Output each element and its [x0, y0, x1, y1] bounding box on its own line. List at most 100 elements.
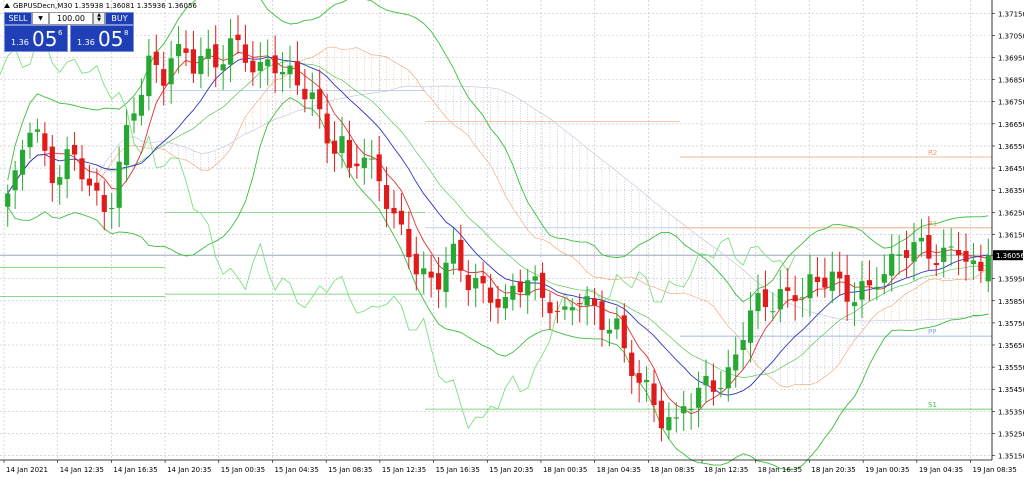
buy-button[interactable]: BUY	[105, 12, 134, 25]
candle[interactable]	[874, 267, 880, 301]
candles[interactable]	[5, 15, 991, 442]
candle[interactable]	[762, 270, 769, 322]
candle[interactable]	[227, 18, 234, 83]
candle[interactable]	[421, 251, 427, 294]
candle[interactable]	[480, 262, 486, 304]
candle[interactable]	[250, 41, 256, 86]
candle[interactable]	[161, 51, 167, 106]
candle[interactable]	[458, 224, 464, 283]
candle[interactable]	[12, 161, 18, 210]
candle[interactable]	[502, 284, 509, 321]
candle[interactable]	[27, 122, 33, 159]
candle[interactable]	[532, 265, 538, 301]
candle[interactable]	[539, 262, 546, 317]
candle[interactable]	[5, 184, 11, 227]
candle[interactable]	[168, 40, 174, 104]
candle[interactable]	[242, 24, 249, 72]
candle[interactable]	[822, 257, 828, 298]
candle[interactable]	[34, 118, 41, 143]
candle[interactable]	[948, 228, 954, 267]
candle[interactable]	[473, 263, 479, 308]
candle[interactable]	[636, 359, 642, 403]
candle[interactable]	[361, 138, 367, 185]
candle[interactable]	[666, 402, 672, 440]
candle[interactable]	[213, 25, 219, 88]
candle[interactable]	[94, 168, 100, 206]
candle[interactable]	[866, 260, 873, 301]
candle[interactable]	[926, 216, 932, 270]
candle[interactable]	[651, 369, 657, 423]
candle[interactable]	[183, 30, 189, 67]
candle[interactable]	[881, 254, 887, 295]
candle[interactable]	[279, 52, 286, 93]
sell-price-button[interactable]: 1.36 05 6	[4, 25, 68, 52]
candle[interactable]	[562, 297, 568, 321]
candle[interactable]	[896, 234, 902, 275]
candle[interactable]	[86, 164, 93, 196]
candle[interactable]	[354, 144, 360, 179]
candle[interactable]	[844, 255, 850, 321]
candle[interactable]	[688, 393, 694, 430]
candle[interactable]	[963, 233, 969, 281]
candle[interactable]	[710, 363, 717, 406]
candle[interactable]	[391, 189, 397, 229]
candle[interactable]	[918, 218, 925, 258]
candle[interactable]	[443, 246, 449, 308]
candle[interactable]	[569, 298, 575, 326]
candle[interactable]	[606, 318, 613, 347]
candle[interactable]	[703, 359, 709, 403]
candle[interactable]	[265, 39, 271, 86]
candle[interactable]	[591, 287, 598, 325]
candle[interactable]	[79, 145, 85, 192]
candle[interactable]	[406, 211, 412, 270]
candle[interactable]	[101, 180, 107, 231]
candle[interactable]	[851, 282, 858, 326]
candle[interactable]	[829, 251, 835, 304]
buy-price-button[interactable]: 1.36 05 8	[70, 25, 134, 52]
candle[interactable]	[235, 15, 241, 54]
candle[interactable]	[785, 268, 791, 308]
candle[interactable]	[57, 165, 63, 205]
candle[interactable]	[599, 290, 605, 347]
volume-dropdown-icon[interactable]: ▼	[32, 12, 49, 25]
candle[interactable]	[346, 120, 353, 178]
volume-spinner-icon[interactable]: ▲ ▼	[93, 12, 105, 25]
sell-button[interactable]: SELL	[4, 12, 32, 25]
candle[interactable]	[116, 146, 122, 228]
candle[interactable]	[955, 232, 962, 276]
candle[interactable]	[859, 261, 865, 319]
candle[interactable]	[970, 243, 977, 281]
candle[interactable]	[495, 285, 501, 324]
candle[interactable]	[903, 230, 910, 278]
candle[interactable]	[317, 69, 323, 129]
candle[interactable]	[19, 139, 26, 191]
candle[interactable]	[398, 193, 405, 236]
candle[interactable]	[695, 371, 702, 428]
candle[interactable]	[220, 45, 226, 90]
candle[interactable]	[792, 275, 798, 321]
candle[interactable]	[621, 303, 627, 363]
candle[interactable]	[911, 222, 917, 281]
candle[interactable]	[643, 366, 650, 402]
candle[interactable]	[64, 136, 70, 199]
candle[interactable]	[718, 370, 724, 398]
candle[interactable]	[770, 292, 776, 321]
candle[interactable]	[428, 255, 434, 298]
candle[interactable]	[740, 322, 746, 370]
candle[interactable]	[629, 339, 635, 394]
candle[interactable]	[302, 69, 308, 113]
candle[interactable]	[272, 35, 278, 93]
candle[interactable]	[747, 292, 754, 363]
candle[interactable]	[175, 26, 182, 74]
candle[interactable]	[198, 37, 204, 89]
candle[interactable]	[510, 273, 516, 311]
candle[interactable]	[933, 244, 939, 277]
one-click-trading-panel[interactable]: SELL ▼ 100.00 ▲ ▼ BUY 1.36 05 6 1.36 05 8	[4, 12, 134, 52]
candle[interactable]	[42, 122, 48, 167]
volume-input[interactable]: 100.00	[49, 12, 93, 25]
candle[interactable]	[109, 193, 115, 229]
candle[interactable]	[487, 274, 494, 322]
candle[interactable]	[755, 274, 761, 330]
candle[interactable]	[547, 292, 553, 330]
candle[interactable]	[465, 260, 471, 306]
